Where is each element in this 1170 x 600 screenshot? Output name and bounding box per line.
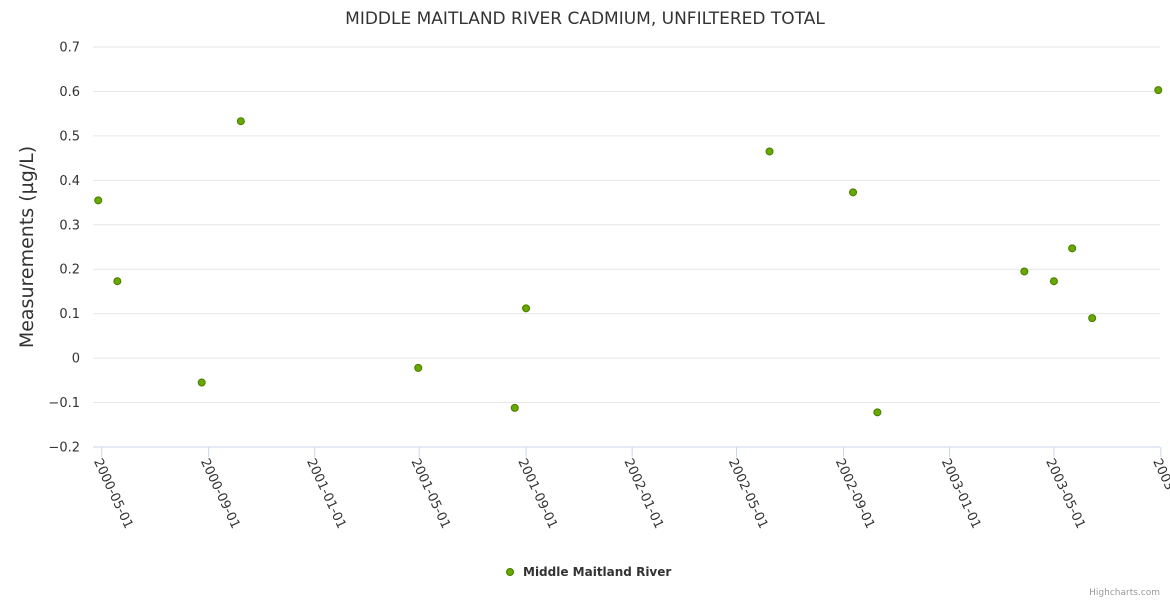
data-point[interactable] (1068, 244, 1077, 253)
data-point[interactable] (849, 188, 858, 197)
gridlines (93, 46, 1160, 448)
y-tick-label: 0 (72, 352, 80, 367)
x-tick-label: 2003-0 (1149, 456, 1170, 504)
y-axis-ticks: −0.2 −0.1 0 0.1 0.2 0.3 0.4 0.5 0.6 0.7 (48, 41, 80, 456)
data-point[interactable] (94, 196, 103, 205)
x-tick-label: 2001-01-01 (303, 456, 349, 531)
legend-marker (506, 568, 514, 576)
y-tick-label: −0.2 (48, 441, 80, 456)
data-point[interactable] (522, 304, 531, 313)
x-tick-label: 2003-01-01 (938, 456, 984, 531)
x-tick-label: 2000-09-01 (197, 456, 243, 531)
data-point[interactable] (1049, 277, 1058, 286)
credits-link[interactable]: Highcharts.com (1089, 588, 1160, 598)
data-point[interactable] (414, 363, 423, 372)
y-tick-label: 0.5 (59, 129, 80, 144)
data-point[interactable] (1088, 314, 1097, 323)
y-tick-label: 0.2 (59, 263, 80, 278)
x-tick-label: 2002-09-01 (832, 456, 878, 531)
x-tick-label: 2001-05-01 (407, 456, 453, 531)
y-tick-label: 0.7 (59, 41, 80, 56)
x-tick-label: 2003-05-01 (1042, 456, 1088, 531)
y-tick-label: −0.1 (48, 396, 80, 411)
legend-label: Middle Maitland River (523, 565, 671, 579)
data-point[interactable] (510, 403, 519, 412)
chart-title: MIDDLE MAITLAND RIVER CADMIUM, UNFILTERE… (345, 9, 825, 29)
x-tick-label: 2000-05-01 (90, 456, 136, 531)
x-tick-label: 2001-09-01 (514, 456, 560, 531)
data-point[interactable] (873, 408, 882, 417)
y-tick-label: 0.4 (59, 174, 80, 189)
x-tick-label: 2002-01-01 (621, 456, 667, 531)
legend-item[interactable]: Middle Maitland River (506, 565, 672, 579)
data-point[interactable] (1154, 86, 1163, 95)
data-point[interactable] (765, 147, 774, 156)
y-axis-title: Measurements (µg/L) (16, 146, 38, 348)
y-tick-label: 0.6 (59, 85, 80, 100)
data-points[interactable] (94, 86, 1163, 417)
data-point[interactable] (197, 378, 206, 387)
data-point[interactable] (113, 277, 122, 286)
data-point[interactable] (1020, 267, 1029, 276)
y-tick-label: 0.1 (59, 307, 80, 322)
x-axis: 2000-05-01 2000-09-01 2001-01-01 2001-05-01… (90, 447, 1170, 531)
x-tick-label: 2002-05-01 (725, 456, 771, 531)
y-tick-label: 0.3 (59, 218, 80, 233)
data-point[interactable] (236, 117, 245, 126)
